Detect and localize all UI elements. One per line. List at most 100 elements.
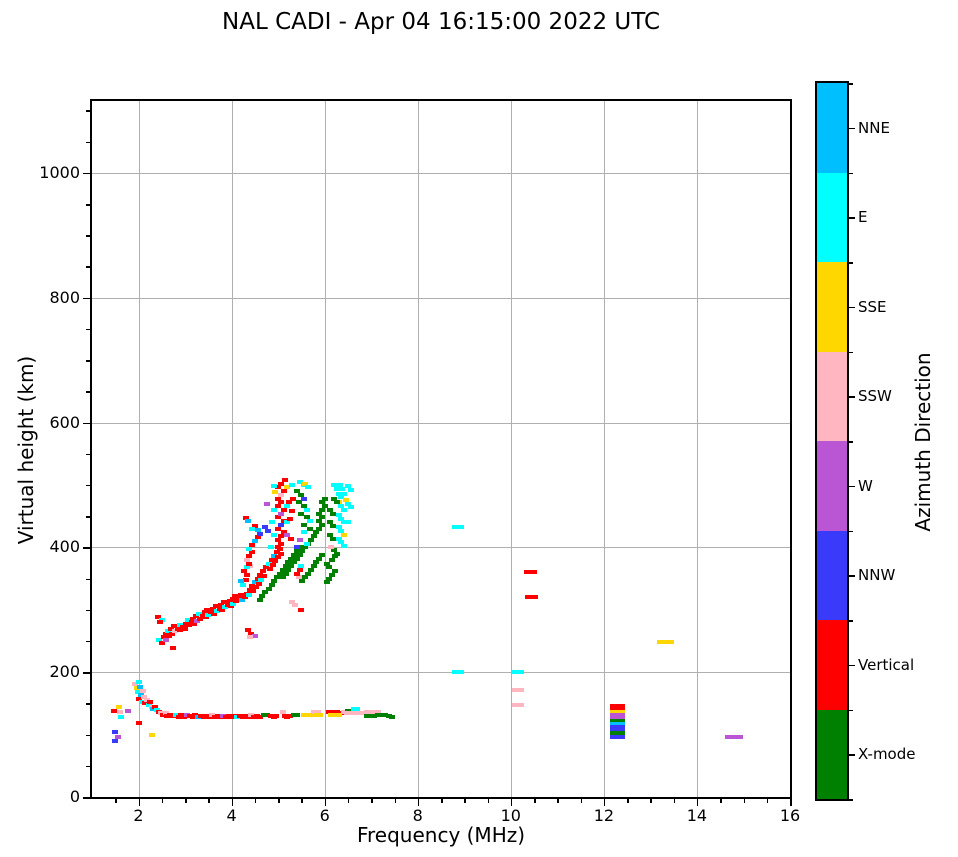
data-point	[267, 545, 274, 550]
data-point	[257, 572, 264, 577]
x-axis-minor-tick	[347, 799, 350, 803]
data-point	[335, 491, 342, 496]
data-point	[279, 575, 286, 580]
x-axis-minor-tick	[766, 799, 769, 803]
data-point	[114, 734, 121, 739]
colorbar-tick	[849, 217, 855, 219]
data-point	[156, 638, 162, 643]
data-point	[242, 578, 249, 583]
colorbar-tick	[849, 664, 855, 667]
data-point	[168, 626, 175, 631]
data-point	[336, 482, 343, 487]
x-axis-minor-tick	[534, 799, 536, 803]
data-point	[302, 481, 309, 486]
data-point	[117, 714, 124, 719]
data-point	[115, 705, 122, 710]
colorbar-tick	[849, 754, 855, 756]
data-point	[335, 713, 342, 718]
data-point	[338, 516, 345, 521]
data-point	[170, 624, 177, 628]
data-point	[299, 549, 306, 554]
data-point	[307, 713, 314, 718]
data-point	[288, 556, 295, 561]
data-point	[205, 612, 212, 617]
data-point	[254, 535, 261, 540]
data-point	[299, 579, 306, 583]
colorbar-title: Azimuth Direction	[911, 352, 935, 532]
data-point	[263, 565, 269, 570]
data-point	[269, 562, 276, 567]
data-point	[301, 504, 308, 509]
data-point	[275, 485, 282, 490]
data-point	[259, 594, 266, 598]
data-point	[310, 564, 317, 568]
data-point	[331, 713, 338, 718]
data-point	[282, 564, 289, 568]
colorbar-boundary-tick	[849, 172, 853, 174]
data-point	[212, 604, 219, 608]
data-point	[251, 634, 258, 638]
data-point	[280, 530, 287, 535]
data-point	[275, 496, 282, 501]
data-point	[321, 504, 328, 509]
data-point	[133, 685, 140, 690]
data-point	[313, 530, 320, 535]
data-point	[210, 611, 217, 616]
data-point	[296, 567, 303, 572]
data-point	[304, 507, 310, 512]
data-point	[245, 519, 252, 524]
data-point	[134, 689, 141, 694]
data-point	[196, 616, 203, 621]
data-point	[277, 492, 284, 497]
data-point	[333, 551, 340, 556]
data-point	[512, 703, 525, 708]
data-point	[162, 631, 169, 636]
colorbar-segment-vertical	[817, 620, 847, 710]
data-point	[610, 715, 626, 720]
data-point	[268, 520, 275, 525]
colorbar-segment-nne	[817, 83, 847, 173]
data-point	[341, 520, 348, 525]
data-point	[338, 495, 345, 500]
data-point	[137, 684, 144, 689]
data-point	[313, 713, 320, 718]
data-point	[304, 541, 310, 546]
data-point	[341, 532, 348, 537]
x-axis-minor-tick	[301, 799, 303, 803]
data-point	[222, 605, 229, 610]
data-point	[290, 560, 297, 565]
y-axis-label: Virtual height (km)	[14, 355, 38, 545]
data-point	[284, 484, 291, 489]
data-point	[338, 529, 345, 534]
data-point	[338, 504, 345, 509]
data-point	[296, 552, 303, 557]
data-point	[249, 542, 256, 547]
data-point	[330, 511, 336, 516]
colorbar-tick-label: W	[858, 476, 873, 495]
data-point	[290, 496, 296, 501]
data-point	[271, 554, 278, 559]
data-point	[289, 482, 296, 487]
data-point	[275, 526, 282, 531]
data-point	[344, 484, 351, 489]
gridline-vertical	[510, 101, 512, 797]
data-point	[330, 496, 337, 501]
data-point	[304, 713, 310, 718]
data-point	[306, 519, 313, 524]
data-point	[251, 580, 258, 585]
data-point	[221, 600, 228, 605]
colorbar-segment-w	[817, 441, 847, 531]
data-point	[152, 705, 159, 710]
data-point	[265, 561, 272, 566]
colorbar-tick	[849, 575, 855, 577]
data-point	[318, 515, 325, 520]
data-point	[288, 536, 295, 541]
colorbar-tick	[849, 396, 855, 398]
data-point	[233, 599, 240, 603]
data-point	[270, 484, 277, 489]
data-point	[165, 629, 172, 633]
data-point	[271, 579, 278, 583]
data-point	[270, 507, 277, 512]
data-point	[254, 527, 261, 532]
data-point	[279, 710, 286, 715]
